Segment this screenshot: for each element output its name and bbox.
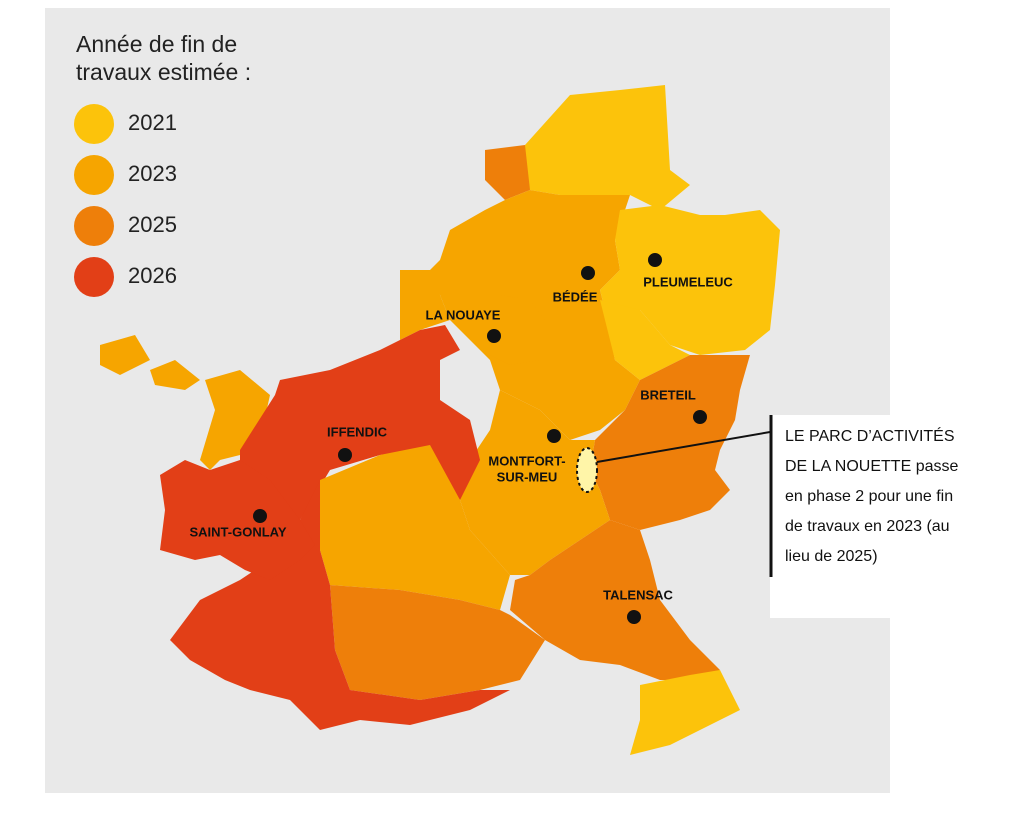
town-dot <box>338 448 352 462</box>
annotation-text: lieu de 2025) <box>785 548 878 565</box>
town-dot <box>648 253 662 267</box>
zone <box>590 355 750 530</box>
town-label: IFFENDIC <box>327 424 388 439</box>
town-label: LA NOUAYE <box>426 307 501 322</box>
town-label: BRETEIL <box>640 387 696 402</box>
town-dot <box>693 410 707 424</box>
zone <box>485 145 530 200</box>
town-dot <box>581 266 595 280</box>
town-label: SAINT-GONLAY <box>189 524 286 539</box>
zone <box>160 460 315 580</box>
town-dots <box>253 253 707 624</box>
zone <box>460 390 610 575</box>
town-dot <box>627 610 641 624</box>
annotation-text: LE PARC D’ACTIVITÉS <box>785 426 955 445</box>
legend-label: 2025 <box>128 212 177 237</box>
annotation-box <box>770 415 1024 618</box>
town-dot <box>547 429 561 443</box>
legend-swatch <box>74 104 114 144</box>
annotation-text: de travaux en 2023 (au <box>785 518 950 535</box>
leader-line <box>596 431 771 463</box>
zone <box>320 445 510 610</box>
zone <box>400 270 450 340</box>
legend-label: 2026 <box>128 263 177 288</box>
zone <box>330 585 545 700</box>
zone <box>630 670 740 755</box>
legend-title: travaux estimée : <box>76 59 251 85</box>
town-label: TALENSAC <box>603 587 673 602</box>
annotation-text: en phase 2 pour une fin <box>785 488 953 505</box>
legend-swatch <box>74 206 114 246</box>
zone <box>600 300 690 380</box>
town-label: BÉDÉE <box>553 289 598 304</box>
legend-label: 2023 <box>128 161 177 186</box>
zone <box>510 520 720 680</box>
zone <box>100 335 150 375</box>
legend-swatch <box>74 257 114 297</box>
legend-swatch <box>74 155 114 195</box>
town-label: MONTFORT- <box>488 453 565 468</box>
town-dot <box>253 509 267 523</box>
zones <box>100 85 780 755</box>
town-label: SUR-MEU <box>497 469 558 484</box>
zone <box>520 85 690 210</box>
zone <box>600 205 780 355</box>
town-dot <box>487 329 501 343</box>
town-label: PLEUMELEUC <box>643 274 733 289</box>
parc-marker <box>576 447 598 493</box>
zone <box>170 480 510 730</box>
annotation-text: DE LA NOUETTE passe <box>785 458 958 475</box>
zone <box>240 325 480 540</box>
zone <box>475 295 545 365</box>
legend-title: Année de fin de <box>76 31 237 57</box>
legend-label: 2021 <box>128 110 177 135</box>
zone <box>150 360 200 390</box>
